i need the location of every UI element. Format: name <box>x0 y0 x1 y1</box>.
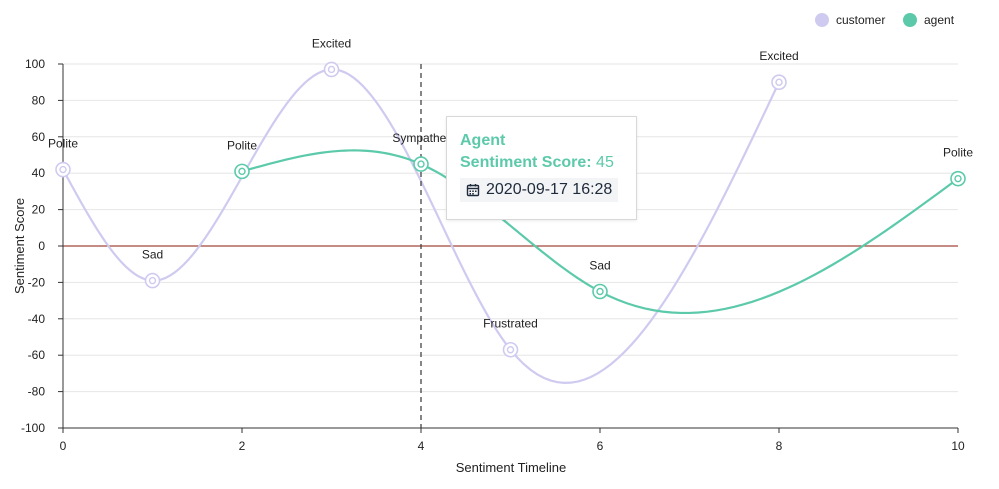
y-tick-label: -100 <box>21 421 45 435</box>
customer-point <box>323 61 340 78</box>
point-label: Polite <box>48 137 78 151</box>
legend-swatch <box>903 13 917 27</box>
agent-point <box>413 156 429 172</box>
data-points <box>55 61 966 358</box>
customer-point-core <box>59 165 67 174</box>
x-axis-title: Sentiment Timeline <box>456 460 567 475</box>
legend-item-customer[interactable]: customer <box>815 13 885 27</box>
legend-swatch <box>815 13 829 27</box>
y-axis-title: Sentiment Score <box>12 198 27 294</box>
y-tick-label: 0 <box>38 239 45 253</box>
customer-point-core <box>506 346 515 354</box>
agent-point <box>950 170 966 187</box>
y-tick-label: 100 <box>25 57 45 71</box>
point-label: Excited <box>312 36 351 50</box>
agent-point-core <box>954 174 962 183</box>
x-tick-label: 6 <box>597 439 604 453</box>
y-tick-label: 40 <box>32 166 46 180</box>
point-label: Polite <box>943 146 973 160</box>
agent-point <box>592 283 608 300</box>
customer-point-ring <box>323 61 340 78</box>
y-tick-label: -40 <box>28 312 46 326</box>
point-label: Polite <box>227 138 257 152</box>
customer-point <box>55 161 71 178</box>
customer-point-ring <box>144 272 161 289</box>
agent-point-core <box>596 287 604 296</box>
legend-label: agent <box>924 13 955 27</box>
y-tick-label: 80 <box>32 93 46 107</box>
y-tick-label: 20 <box>32 203 46 217</box>
y-tick-label: -80 <box>28 385 46 399</box>
y-tick-label: 60 <box>32 130 46 144</box>
point-labels: Polite Sad Excited Frustrated Excited Polite S… <box>48 36 973 330</box>
tooltip-score-label: Sentiment Score: <box>460 154 592 171</box>
customer-point <box>144 272 161 289</box>
x-tick-label: 4 <box>418 439 425 453</box>
agent-point-ring <box>413 156 429 172</box>
agent-point-core <box>238 167 246 176</box>
point-label: Sad <box>142 248 163 262</box>
agent-point-ring <box>592 283 608 300</box>
tooltip-series-name: Agent <box>460 132 506 149</box>
x-tick-label: 8 <box>776 439 783 453</box>
tooltip-datetime: 2020-09-17 16:28 <box>486 181 613 198</box>
point-label: Sympathet <box>392 131 450 145</box>
legend-item-agent[interactable]: agent <box>903 13 955 27</box>
customer-point-core <box>327 65 336 74</box>
customer-point <box>502 341 519 358</box>
agent-point-core <box>417 160 425 168</box>
y-tick-label: -60 <box>28 348 46 362</box>
legend-label: customer <box>836 13 885 27</box>
point-label: Excited <box>759 49 798 63</box>
agent-line <box>241 149 959 315</box>
customer-point-core <box>148 276 157 285</box>
tooltip: Agent Sentiment Score: 45 2020-09-17 16:… <box>446 116 637 220</box>
customer-point <box>771 74 787 90</box>
agent-point-ring <box>950 170 966 187</box>
agent-point <box>234 163 250 180</box>
customer-point-ring <box>771 74 787 90</box>
x-tick-label: 10 <box>951 439 965 453</box>
tooltip-date-row: 2020-09-17 16:28 <box>460 178 619 202</box>
tooltip-score-row: Sentiment Score: 45 <box>460 152 624 174</box>
point-label: Frustrated <box>483 317 538 331</box>
customer-point-ring <box>502 341 519 358</box>
customer-point-ring <box>55 161 71 178</box>
axes: -100 -80 -60 -40 -20 0 20 40 60 80 100 0 2 4 6 8 10 <box>21 57 965 453</box>
agent-point-ring <box>234 163 250 180</box>
customer-point-core <box>775 78 783 86</box>
tooltip-score-value: 45 <box>596 154 614 171</box>
legend[interactable]: customer agent <box>815 13 955 27</box>
x-tick-label: 0 <box>60 439 67 453</box>
point-label: Sad <box>589 259 610 273</box>
x-tick-label: 2 <box>239 439 246 453</box>
calendar-icon <box>466 184 480 197</box>
y-tick-label: -20 <box>28 275 46 289</box>
